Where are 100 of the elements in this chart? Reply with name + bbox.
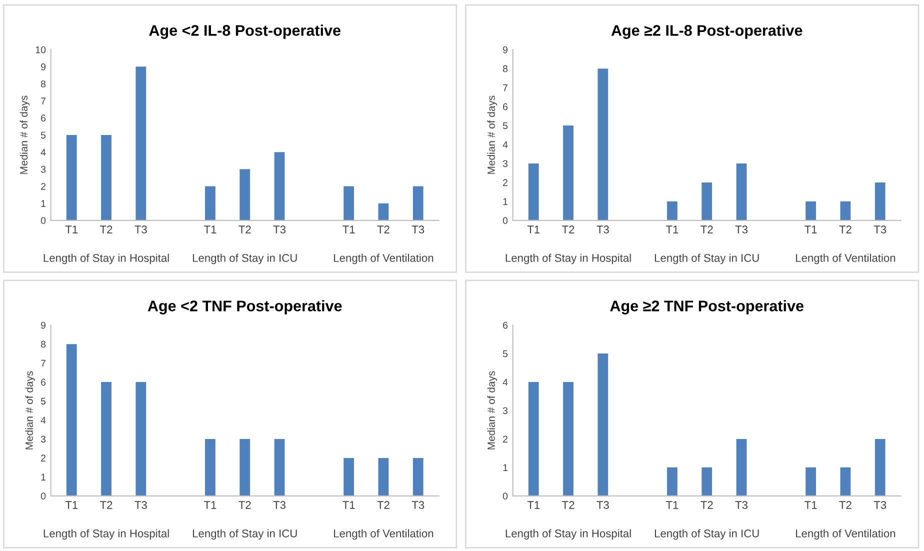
y-tick-label: 5 <box>502 350 508 358</box>
x-tick-label: T1 <box>666 501 678 509</box>
x-tick-label: T2 <box>377 226 390 234</box>
y-tick-label: 3 <box>502 407 508 414</box>
x-tick-label: T1 <box>342 226 355 234</box>
y-tick-label: 2 <box>503 179 508 186</box>
y-tick-label: 0 <box>502 492 508 500</box>
bar <box>563 126 574 220</box>
bar <box>806 467 816 496</box>
y-tick-label: 8 <box>40 340 46 348</box>
bar <box>274 438 285 496</box>
y-tick-label: 2 <box>503 436 508 442</box>
x-tick-label: T3 <box>412 501 424 509</box>
x-tick-label: T3 <box>273 501 286 509</box>
y-tick-label: 6 <box>503 103 508 110</box>
bar <box>136 382 146 496</box>
bar <box>274 152 285 220</box>
chart-title: Age ≥2 TNF Post-operative <box>610 300 804 314</box>
bar <box>378 458 389 496</box>
x-tick-label: T1 <box>666 226 678 234</box>
y-tick-label: 7 <box>41 98 46 104</box>
y-tick-label: 6 <box>503 322 508 329</box>
bar <box>667 467 678 496</box>
text: Length of Stay in Hospital <box>44 254 169 264</box>
y-tick-label: 5 <box>40 132 46 139</box>
bar <box>874 438 886 496</box>
bar <box>205 186 216 220</box>
x-tick-label: T3 <box>735 501 748 509</box>
y-tick-label: 7 <box>503 84 508 92</box>
y-tick-label: 1 <box>41 474 46 480</box>
bar <box>344 186 354 220</box>
text: Length of Stay in ICU <box>654 254 759 264</box>
x-tick-label: T2 <box>839 501 852 509</box>
bar <box>528 163 539 220</box>
y-tick-label: 4 <box>40 148 46 156</box>
bar <box>598 354 608 496</box>
bar <box>840 201 851 220</box>
x-tick-label: T2 <box>238 501 251 509</box>
y-axis-title: Median # of days <box>20 96 30 174</box>
y-tick-label: 5 <box>502 122 508 130</box>
text: Length of Stay in Hospital <box>506 254 631 264</box>
y-tick-label: 0 <box>40 492 46 500</box>
chart-title: Age ≥2 IL-8 Post-operative <box>611 24 802 39</box>
bar <box>806 201 816 220</box>
x-tick-label: T1 <box>65 226 78 234</box>
x-tick-label: T2 <box>562 501 574 509</box>
x-tick-label: T3 <box>134 226 147 234</box>
chart-title: Age <2 TNF Post-operative <box>148 300 342 314</box>
x-tick-label: T1 <box>65 501 78 509</box>
x-tick-label: T3 <box>874 226 886 234</box>
y-tick-label: 0 <box>40 217 46 224</box>
x-tick-label: T3 <box>596 226 609 234</box>
y-tick-label: 3 <box>40 436 46 443</box>
x-tick-label: T3 <box>134 501 147 509</box>
bar <box>874 182 886 220</box>
x-tick-label: T2 <box>700 226 713 234</box>
x-tick-label: T2 <box>562 226 574 234</box>
y-tick-label: 1 <box>41 200 46 207</box>
bar <box>667 201 678 220</box>
bar <box>205 438 216 496</box>
y-tick-label: 3 <box>40 166 46 173</box>
y-tick-label: 3 <box>502 160 508 168</box>
bar <box>344 458 354 496</box>
y-tick-label: 9 <box>503 46 508 54</box>
y-tick-label: 6 <box>41 378 46 386</box>
y-tick-label: 1 <box>503 198 508 205</box>
y-tick-label: 4 <box>502 378 508 386</box>
bar <box>66 134 77 220</box>
x-tick-label: T1 <box>804 226 817 234</box>
text: Length of Ventilation <box>796 529 896 540</box>
y-axis-title: Median # of days <box>25 371 35 450</box>
bar <box>563 382 574 496</box>
y-tick-label: 5 <box>40 398 46 405</box>
bar <box>840 467 851 496</box>
y-tick-label: 9 <box>41 63 46 70</box>
x-tick-label: T1 <box>204 501 216 509</box>
x-tick-label: T3 <box>874 501 886 509</box>
bar <box>101 382 112 496</box>
y-tick-label: 6 <box>41 114 46 122</box>
bar <box>702 182 712 220</box>
x-tick-label: T3 <box>273 226 286 234</box>
y-axis-title: Median # of days <box>487 96 497 174</box>
y-tick-label: 0 <box>502 217 508 224</box>
x-tick-label: T2 <box>238 226 251 234</box>
y-tick-label: 9 <box>41 322 46 329</box>
y-tick-label: 10 <box>36 46 46 54</box>
text: Length of Ventilation <box>334 254 434 264</box>
x-tick-label: T1 <box>527 501 540 509</box>
x-tick-label: T3 <box>596 501 609 509</box>
bar <box>736 163 747 220</box>
bar <box>598 68 608 220</box>
y-tick-label: 4 <box>40 416 46 424</box>
text: Length of Stay in Hospital <box>44 529 169 540</box>
bar <box>412 458 424 496</box>
y-tick-label: 4 <box>502 141 508 148</box>
text: Length of Ventilation <box>334 529 434 540</box>
x-tick-label: T2 <box>100 501 112 509</box>
x-tick-label: T1 <box>204 226 216 234</box>
chart-title: Age <2 IL-8 Post-operative <box>149 24 340 39</box>
x-tick-label: T3 <box>412 226 424 234</box>
